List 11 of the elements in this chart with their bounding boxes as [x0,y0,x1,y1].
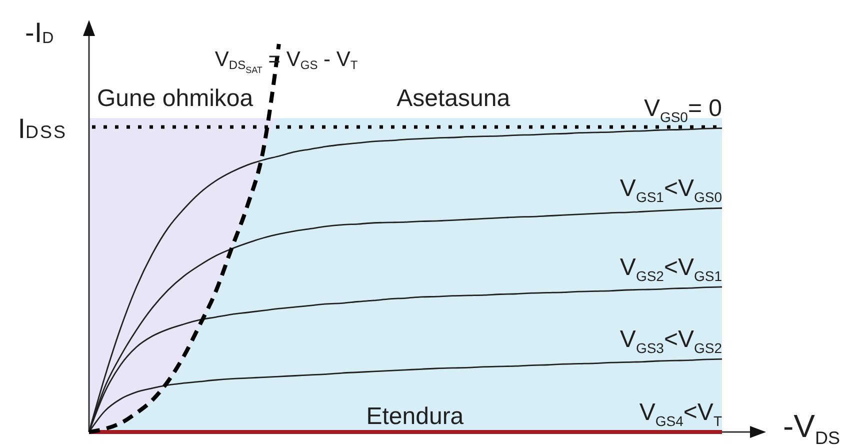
series-label: V$_{GS4}$<V$_{T}$ [639,399,722,429]
series-label: V$_{GS1}$<V$_{GS0}$ [620,175,722,206]
annotation: Gune ohmikoa [97,85,254,112]
series-label: V$_{GS3}$<V$_{GS2}$ [620,326,722,356]
series-label: V$_{GS2}$<V$_{GS1}$ [620,254,722,284]
ref-line-label: IDSS [18,113,67,144]
x-axis-title: -V$_{DS}$ [783,408,840,448]
series-label: V$_{GS0}$= 0 [644,95,722,126]
annotation: Etendura [366,403,464,430]
annotation: Asetasuna [396,85,511,112]
y-axis-title: -ID [25,17,54,48]
